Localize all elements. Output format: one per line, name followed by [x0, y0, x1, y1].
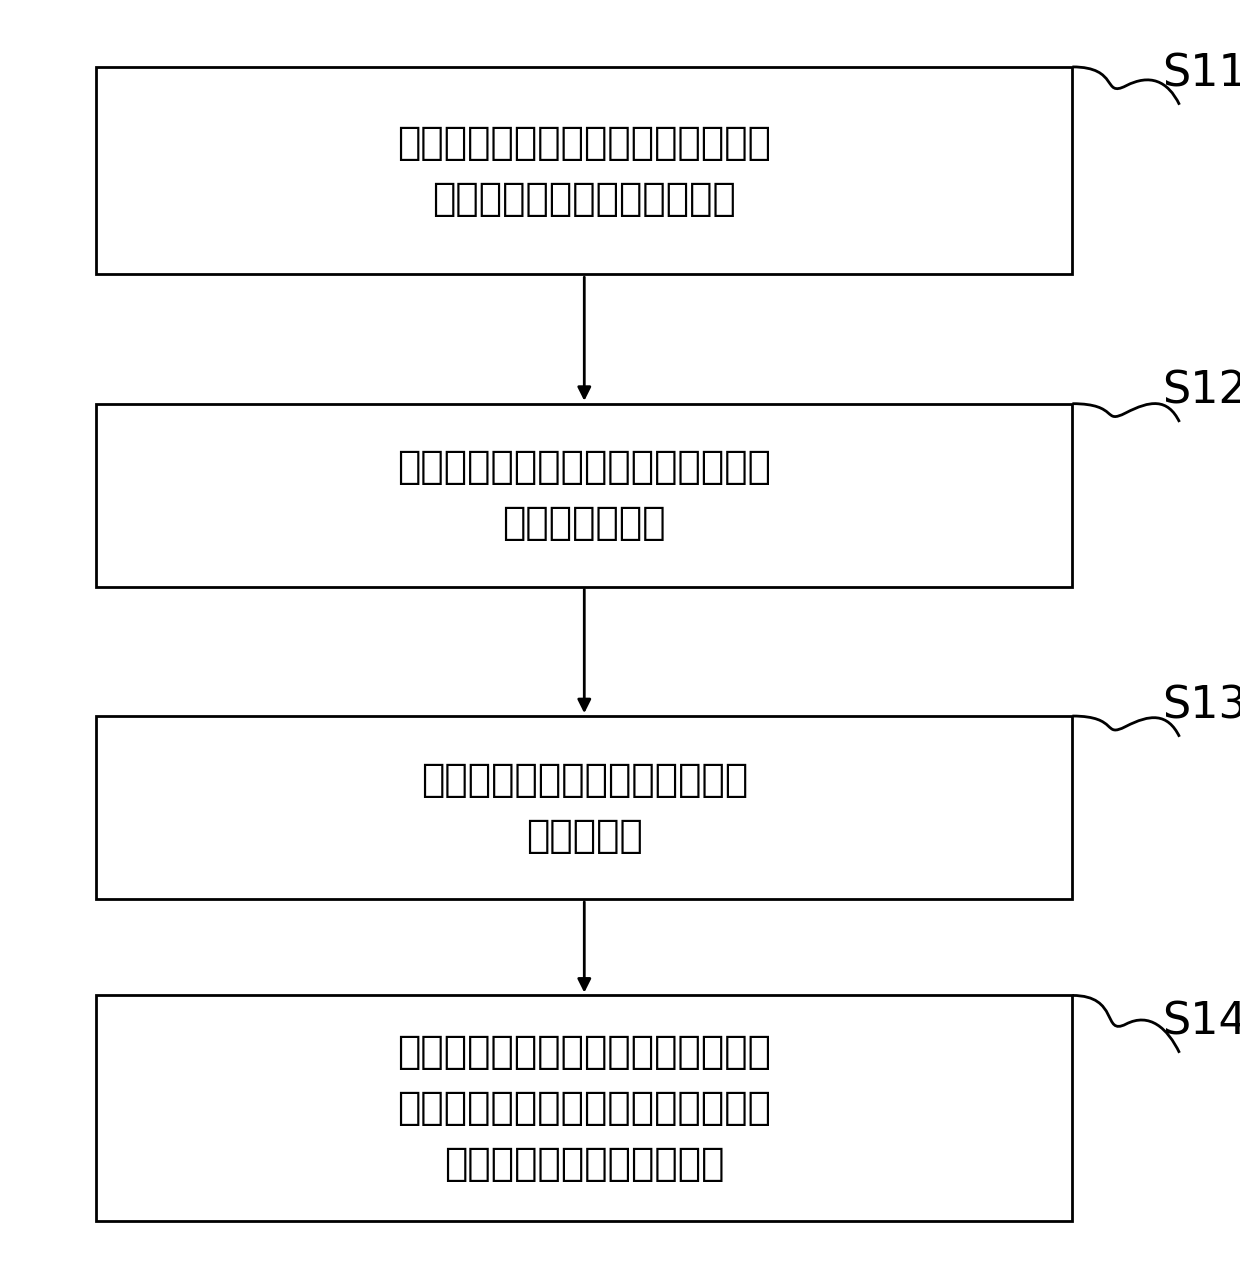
Text: S14: S14 — [1162, 1000, 1240, 1043]
Text: 接收针对终端的摄像装置采集的预览
图像中的拍摄对象的选择操作: 接收针对终端的摄像装置采集的预览 图像中的拍摄对象的选择操作 — [397, 123, 771, 217]
Text: 将预览图像中被选择的拍摄对象的图
像中的相应参数调整为被选择的目标
参数，以生成目标预览图像: 将预览图像中被选择的拍摄对象的图 像中的相应参数调整为被选择的目标 参数，以生成… — [397, 1033, 771, 1183]
Text: S13: S13 — [1162, 685, 1240, 728]
FancyBboxPatch shape — [97, 716, 1073, 899]
FancyBboxPatch shape — [97, 404, 1073, 587]
FancyBboxPatch shape — [97, 995, 1073, 1221]
Text: S12: S12 — [1162, 370, 1240, 413]
FancyBboxPatch shape — [97, 67, 1073, 275]
Text: S11: S11 — [1162, 52, 1240, 95]
Text: 接收针对所述至少一个目标参数
的选择操作: 接收针对所述至少一个目标参数 的选择操作 — [420, 760, 748, 854]
Text: 展示被选择的拍摄对象支持调整的至
少一个目标参数: 展示被选择的拍摄对象支持调整的至 少一个目标参数 — [397, 449, 771, 543]
